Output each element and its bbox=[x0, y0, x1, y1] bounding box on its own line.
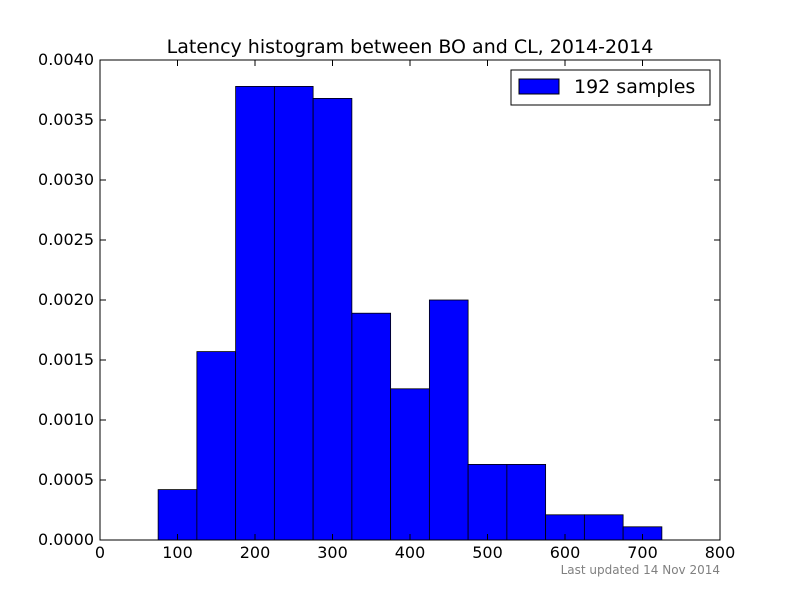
y-tick-label: 0.0025 bbox=[38, 230, 94, 249]
y-tick-label: 0.0030 bbox=[38, 170, 94, 189]
y-tick-label: 0.0035 bbox=[38, 110, 94, 129]
histogram-bar bbox=[428, 299, 469, 541]
histogram-bars bbox=[157, 86, 663, 541]
axis-ticks bbox=[99, 59, 721, 541]
last-updated-note: Last updated 14 Nov 2014 bbox=[561, 563, 720, 577]
y-tick-label: 0.0005 bbox=[38, 470, 94, 489]
x-tick-label: 700 bbox=[627, 543, 658, 562]
histogram-bar bbox=[196, 351, 237, 541]
x-axis-tick-labels: 0 100 200 300 400 500 600 700 800 bbox=[95, 543, 735, 562]
x-tick-label: 500 bbox=[472, 543, 503, 562]
x-tick-label: 0 bbox=[95, 543, 105, 562]
x-tick-label: 800 bbox=[705, 543, 736, 562]
histogram-bar bbox=[390, 388, 430, 541]
y-tick-label: 0.0020 bbox=[38, 290, 94, 309]
histogram-bar bbox=[235, 86, 275, 541]
y-tick-label: 0.0000 bbox=[38, 530, 94, 549]
y-tick-label: 0.0040 bbox=[38, 50, 94, 69]
histogram-bar bbox=[506, 463, 547, 541]
histogram-bar bbox=[467, 463, 508, 541]
x-tick-label: 100 bbox=[162, 543, 193, 562]
legend: 192 samples bbox=[510, 69, 711, 106]
histogram-bar bbox=[312, 98, 353, 541]
histogram-bar bbox=[157, 489, 198, 541]
x-tick-label: 400 bbox=[395, 543, 426, 562]
x-tick-label: 300 bbox=[317, 543, 348, 562]
x-tick-label: 200 bbox=[240, 543, 271, 562]
y-tick-label: 0.0010 bbox=[38, 410, 94, 429]
chart-title: Latency histogram between BO and CL, 201… bbox=[167, 36, 654, 58]
y-axis-tick-labels: 0.0000 0.0005 0.0010 0.0015 0.0020 0.0025 0.00… bbox=[38, 50, 94, 549]
x-tick-label: 600 bbox=[550, 543, 581, 562]
histogram-bar bbox=[273, 86, 314, 541]
legend-label: 192 samples bbox=[574, 76, 695, 98]
y-tick-label: 0.0015 bbox=[38, 350, 94, 369]
histogram-bar bbox=[351, 312, 392, 541]
histogram-bar bbox=[583, 514, 624, 541]
legend-swatch bbox=[518, 78, 560, 95]
